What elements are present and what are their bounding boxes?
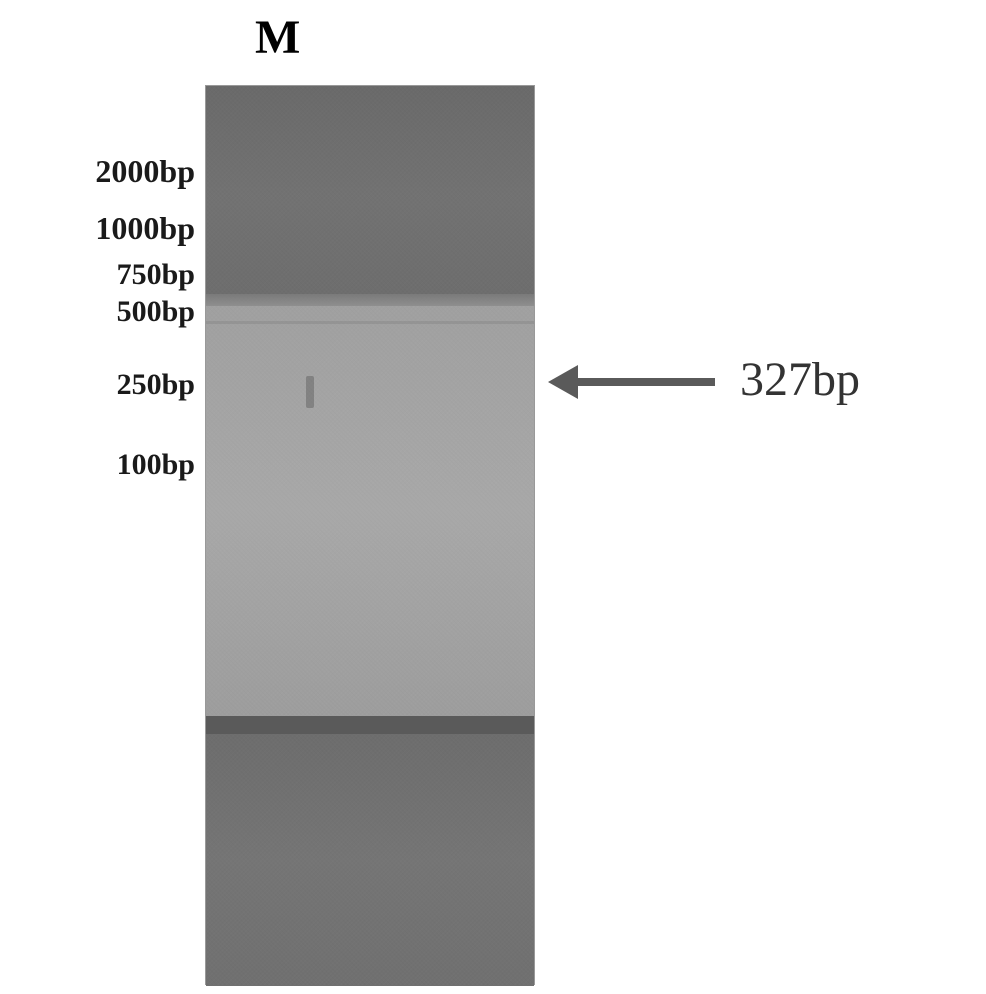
noise-overlay bbox=[206, 86, 534, 306]
ladder-label-2000bp: 2000bp bbox=[0, 153, 195, 190]
ladder-label-500bp: 500bp bbox=[0, 295, 195, 329]
gel-run-region bbox=[206, 306, 534, 716]
lane-label-m: M bbox=[255, 10, 300, 65]
ladder-label-750bp: 750bp bbox=[0, 258, 195, 292]
ladder-label-100bp: 100bp bbox=[0, 448, 195, 482]
result-band-size-label: 327bp bbox=[740, 352, 860, 407]
sample-band bbox=[306, 376, 314, 408]
noise-overlay bbox=[206, 306, 534, 716]
gel-well-region bbox=[206, 86, 534, 306]
arrow-head-icon bbox=[548, 365, 578, 399]
gel-bottom-region bbox=[206, 734, 534, 986]
ladder-label-1000bp: 1000bp bbox=[0, 210, 195, 247]
ladder-band bbox=[206, 321, 534, 324]
gel-dye-front bbox=[206, 716, 534, 734]
noise-overlay bbox=[206, 734, 534, 986]
ladder-label-250bp: 250bp bbox=[0, 368, 195, 402]
gel-lane bbox=[205, 85, 535, 985]
arrow-shaft bbox=[575, 378, 715, 386]
